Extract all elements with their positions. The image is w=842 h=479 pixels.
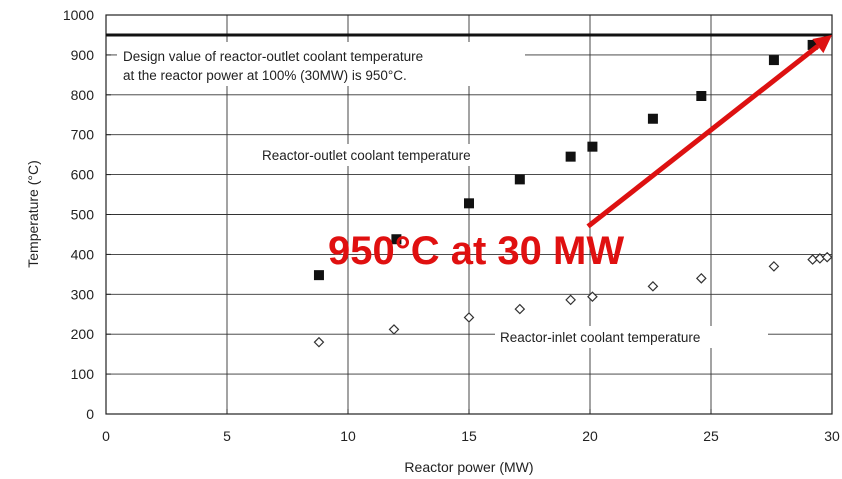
outlet-temp-point: [464, 198, 474, 209]
outlet-temp-point: [647, 113, 658, 124]
x-tick-label: 0: [102, 428, 110, 444]
outlet-temp-point: [565, 151, 576, 162]
inlet-temp-point: [695, 272, 707, 284]
inlet-temp-point: [463, 312, 475, 323]
outlet-temp-point: [313, 270, 324, 281]
y-tick-label: 800: [71, 87, 95, 103]
inlet-temp-point: [565, 294, 576, 306]
inlet-temp-point: [514, 303, 526, 315]
outlet-label-box: [256, 144, 540, 166]
outlet-temp-point: [514, 174, 525, 185]
x-tick-label: 10: [340, 428, 356, 444]
inlet-series-label: Reactor-inlet coolant temperature: [500, 330, 700, 345]
inlet-temp-point: [821, 251, 833, 263]
y-axis-title: Temperature (°C): [25, 160, 41, 268]
y-tick-label: 100: [71, 366, 95, 382]
inlet-temp-point: [587, 291, 598, 303]
y-tick-label: 900: [71, 47, 95, 63]
inlet-label-box: [495, 326, 768, 348]
y-tick-label: 700: [71, 127, 95, 143]
data-marks: [313, 39, 833, 348]
inlet-temp-point: [388, 324, 400, 335]
design-note-line2: at the reactor power at 100% (30MW) is 9…: [123, 68, 407, 83]
outlet-temp-point: [391, 234, 402, 245]
inlet-temp-point: [647, 280, 659, 292]
x-tick-label: 30: [824, 428, 840, 444]
y-tick-label: 200: [71, 326, 95, 342]
y-tick-label: 0: [86, 406, 94, 422]
red-arrow-shaft: [586, 44, 820, 229]
red-arrow-head: [812, 34, 832, 54]
y-tick-label: 400: [71, 246, 95, 262]
inlet-temp-point: [768, 261, 780, 272]
x-tick-label: 20: [582, 428, 598, 444]
outlet-temp-point: [587, 141, 598, 152]
callout-text: 950°C at 30 MW: [328, 229, 624, 273]
design-note-line1: Design value of reactor-outlet coolant t…: [123, 49, 423, 64]
y-tick-label: 600: [71, 167, 95, 183]
y-tick-label: 1000: [63, 7, 94, 23]
red-arrow: [586, 34, 832, 229]
outlet-temp-point: [768, 55, 779, 66]
outlet-temp-point: [696, 90, 707, 101]
ticks: 0 100 200 300 400 500 600 700 800 900 1000 0 5 10 15 20…: [63, 7, 840, 444]
inlet-temp-point: [313, 336, 325, 348]
x-tick-label: 5: [223, 428, 231, 444]
y-tick-label: 300: [71, 286, 95, 302]
outlet-temp-point: [807, 39, 818, 50]
x-tick-label: 25: [703, 428, 719, 444]
design-note-box: [117, 42, 525, 86]
x-axis-title: Reactor power (MW): [404, 459, 533, 475]
outlet-series-label: Reactor-outlet coolant temperature: [262, 148, 471, 163]
x-tick-label: 15: [461, 428, 477, 444]
y-tick-label: 500: [71, 207, 95, 223]
